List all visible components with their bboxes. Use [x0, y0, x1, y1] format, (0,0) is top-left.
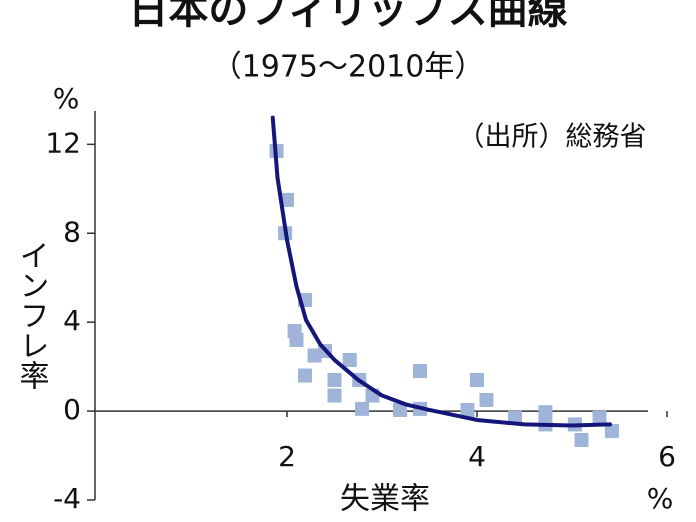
chart-subtitle: （1975～2010年）: [212, 50, 485, 85]
y-axis-label: インフレ率: [14, 240, 49, 390]
fit-curve: [270, 115, 612, 428]
point: [280, 192, 294, 207]
point: [470, 372, 484, 387]
x-tick-label: 4: [468, 440, 486, 473]
x-unit: %: [647, 482, 674, 515]
source-note: （出所）総務省: [458, 122, 647, 153]
point: [413, 364, 427, 379]
point: [604, 424, 619, 439]
y-tick-label: -4: [53, 482, 81, 515]
point: [289, 332, 304, 347]
point: [592, 410, 607, 425]
point: [298, 368, 313, 383]
y-tick-label: 12: [45, 126, 81, 159]
point: [342, 352, 357, 367]
point: [393, 402, 408, 417]
point: [574, 432, 589, 447]
point: [355, 401, 370, 416]
y-unit: %: [53, 82, 80, 115]
y-tick-label: 0: [63, 393, 81, 426]
x-axis-label: 失業率: [340, 482, 430, 517]
point: [327, 388, 342, 403]
point: [460, 402, 475, 417]
x-tick-label: 2: [278, 440, 296, 473]
y-tick-label: 4: [63, 304, 81, 337]
y-tick-label: 8: [63, 215, 81, 248]
chart-title: 日本のフィリップス曲線: [128, 0, 567, 33]
point: [479, 392, 494, 407]
point: [327, 372, 342, 387]
point: [538, 405, 553, 420]
x-tick-label: 6: [658, 440, 676, 473]
